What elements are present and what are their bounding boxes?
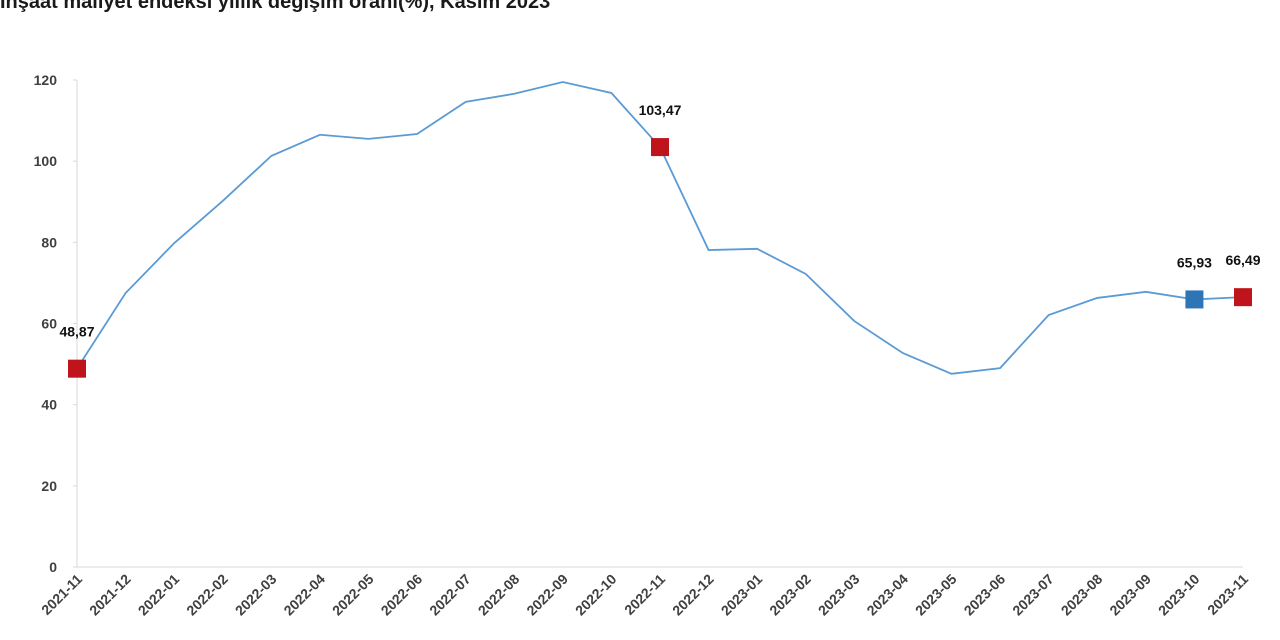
- point-marker: [1234, 288, 1252, 307]
- y-tick-label: 0: [49, 559, 57, 575]
- x-tick-label: 2023-04: [863, 571, 911, 619]
- y-tick-label: 120: [34, 72, 58, 88]
- x-tick-label: 2022-05: [329, 571, 377, 619]
- x-tick-label: 2023-08: [1058, 571, 1106, 619]
- x-tick-label: 2022-07: [426, 571, 474, 619]
- x-tick-label: 2023-03: [815, 571, 863, 619]
- point-marker: [68, 359, 86, 378]
- x-tick-label: 2022-04: [280, 571, 328, 619]
- x-tick-label: 2023-01: [718, 571, 766, 619]
- y-tick-label: 20: [41, 478, 57, 494]
- x-tick-label: 2022-11: [621, 571, 668, 618]
- x-tick-label: 2022-10: [572, 571, 620, 619]
- value-label: 65,93: [1177, 254, 1212, 270]
- x-tick-label: 2023-11: [1204, 571, 1251, 618]
- value-label: 103,47: [639, 102, 682, 118]
- x-tick-label: 2022-02: [183, 571, 231, 619]
- y-tick-label: 60: [41, 316, 57, 332]
- y-tick-label: 80: [41, 234, 57, 250]
- x-tick-label: 2022-08: [475, 571, 523, 619]
- x-tick-label: 2023-07: [1009, 571, 1057, 619]
- x-tick-label: 2023-05: [912, 571, 960, 619]
- x-tick-label: 2021-11: [38, 571, 85, 618]
- x-tick-label: 2021-12: [86, 571, 134, 619]
- x-tick-label: 2023-02: [766, 571, 814, 619]
- y-tick-label: 100: [34, 153, 58, 169]
- x-tick-label: 2022-12: [669, 571, 717, 619]
- x-tick-label: 2022-09: [523, 571, 571, 619]
- point-marker: [1185, 290, 1204, 309]
- x-tick-label: 2023-09: [1106, 571, 1154, 619]
- value-label: 48,87: [59, 324, 94, 340]
- line: [76, 81, 1244, 375]
- chart-title: İnşaat maliyet endeksi yıllık değişim or…: [0, 0, 550, 13]
- x-tick-label: 2022-06: [378, 571, 426, 619]
- value-label: 66,49: [1225, 252, 1260, 268]
- point-marker: [651, 138, 669, 157]
- y-tick-label: 40: [41, 397, 57, 413]
- x-tick-label: 2022-01: [135, 571, 183, 619]
- x-tick-label: 2023-06: [961, 571, 1009, 619]
- x-tick-label: 2022-03: [232, 571, 280, 619]
- x-tick-label: 2023-10: [1155, 571, 1203, 619]
